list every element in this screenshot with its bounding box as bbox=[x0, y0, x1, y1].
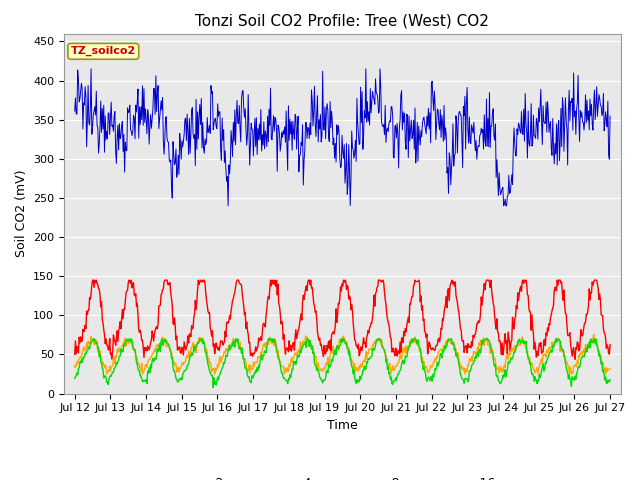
Y-axis label: Soil CO2 (mV): Soil CO2 (mV) bbox=[15, 170, 28, 257]
Legend: -2cm, -4cm, -8cm, -16cm: -2cm, -4cm, -8cm, -16cm bbox=[165, 472, 520, 480]
Title: Tonzi Soil CO2 Profile: Tree (West) CO2: Tonzi Soil CO2 Profile: Tree (West) CO2 bbox=[195, 13, 490, 28]
Text: TZ_soilco2: TZ_soilco2 bbox=[70, 46, 136, 57]
X-axis label: Time: Time bbox=[327, 419, 358, 432]
